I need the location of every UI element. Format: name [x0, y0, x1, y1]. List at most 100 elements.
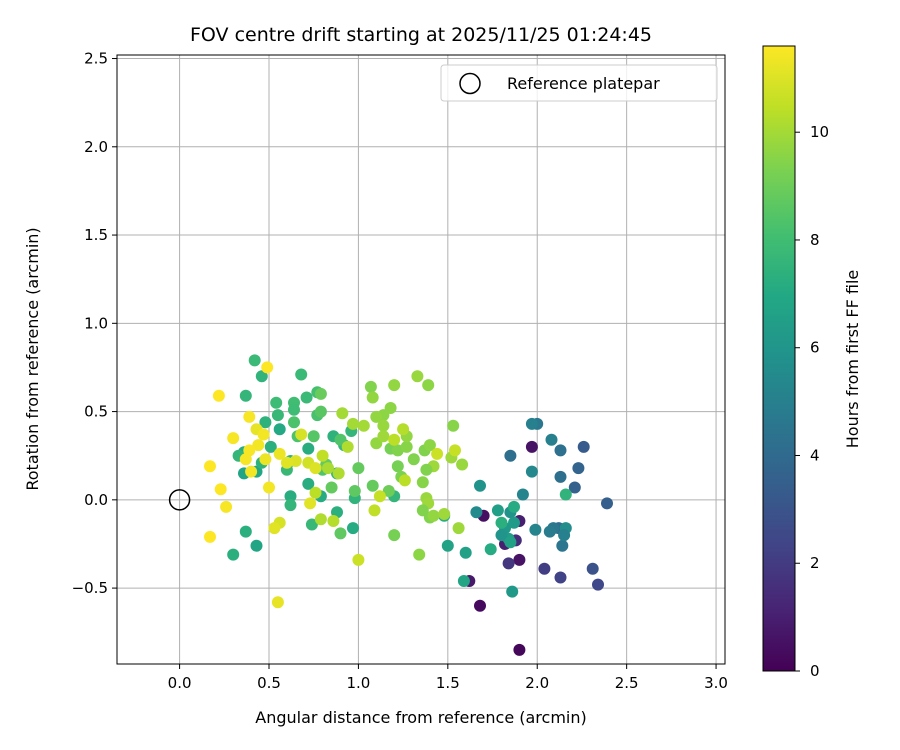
data-point	[556, 539, 569, 552]
data-point	[252, 439, 265, 452]
data-point	[400, 440, 413, 453]
data-point	[322, 462, 334, 475]
data-point	[304, 497, 317, 510]
data-point	[259, 453, 272, 466]
data-point	[491, 504, 504, 517]
data-point	[352, 462, 365, 475]
data-point	[504, 536, 517, 549]
data-point	[504, 449, 517, 462]
data-point	[388, 379, 401, 392]
data-point	[352, 553, 365, 566]
x-tick-label: 3.0	[704, 674, 728, 692]
data-point	[543, 525, 556, 538]
data-point	[516, 488, 529, 501]
data-point	[366, 391, 379, 404]
data-point	[250, 539, 263, 552]
data-point	[441, 539, 454, 552]
legend-marker-icon	[459, 72, 481, 95]
data-point	[422, 379, 435, 392]
data-point	[289, 455, 302, 467]
y-axis-ticks: −0.5 0.0 0.5 1.0 1.5 2.0 2.5	[72, 50, 117, 597]
plot-frame	[116, 54, 726, 665]
data-point	[295, 428, 308, 441]
x-axis-label: Angular distance from reference (arcmin)	[255, 708, 586, 727]
data-point	[314, 513, 327, 526]
x-tick-label: 1.0	[346, 674, 370, 692]
data-point	[302, 442, 315, 455]
data-point	[495, 529, 508, 542]
colorbar-ticks: 0 2 4 6 8 10	[795, 123, 829, 680]
data-point	[245, 465, 258, 478]
data-point	[305, 518, 318, 531]
data-points	[204, 354, 613, 656]
data-point	[273, 423, 286, 436]
data-point	[508, 500, 520, 513]
data-point	[309, 486, 322, 499]
data-point	[377, 430, 390, 443]
legend: Reference platepar	[440, 64, 718, 102]
data-point	[572, 462, 585, 475]
data-point	[334, 527, 347, 540]
data-point	[554, 571, 567, 584]
data-point	[268, 522, 281, 535]
data-point	[438, 508, 451, 520]
colorbar-tick-label: 2	[810, 554, 820, 572]
grid-lines	[117, 55, 725, 664]
data-point	[280, 456, 293, 469]
colorbar-tick-label: 4	[810, 446, 820, 464]
data-point	[204, 460, 216, 473]
data-point	[368, 504, 381, 517]
data-point	[255, 370, 268, 383]
data-point	[347, 417, 359, 430]
data-point	[416, 476, 429, 489]
y-axis-label: Rotation from reference (arcmin)	[23, 227, 42, 490]
data-point	[243, 410, 256, 423]
data-point	[502, 557, 515, 570]
y-tick-label: 1.5	[84, 226, 108, 244]
data-point	[327, 515, 340, 527]
data-point	[391, 460, 404, 473]
data-point	[370, 410, 383, 423]
y-tick-label: 1.0	[84, 314, 108, 332]
data-point	[314, 387, 327, 400]
data-point	[452, 522, 465, 535]
data-point	[270, 396, 283, 409]
data-point	[284, 499, 297, 512]
data-point	[559, 488, 572, 501]
x-tick-label: 0.5	[257, 674, 281, 692]
data-point	[529, 523, 542, 536]
x-tick-label: 0.0	[168, 674, 192, 692]
data-point	[239, 389, 252, 402]
x-tick-label: 1.5	[436, 674, 460, 692]
data-point	[239, 453, 252, 466]
data-point	[373, 490, 386, 503]
data-point	[259, 416, 272, 429]
data-point	[314, 405, 327, 418]
data-point	[357, 419, 370, 432]
colorbar-tick-label: 6	[810, 339, 820, 357]
y-tick-label: −0.5	[72, 579, 108, 597]
x-tick-label: 2.0	[525, 674, 549, 692]
x-tick-label: 2.5	[615, 674, 639, 692]
data-point	[459, 546, 472, 559]
data-point	[449, 444, 461, 457]
data-point	[470, 506, 483, 519]
data-point	[388, 529, 401, 542]
data-point	[586, 562, 599, 575]
data-point	[316, 449, 329, 462]
data-point	[420, 463, 433, 476]
data-point	[474, 599, 486, 612]
data-point	[525, 417, 538, 430]
data-point	[332, 467, 345, 480]
data-point	[495, 516, 508, 529]
data-point	[248, 354, 261, 367]
data-point	[307, 430, 320, 443]
data-point	[382, 485, 395, 497]
data-point	[577, 440, 590, 453]
data-point	[264, 440, 277, 453]
colorbar-tick-label: 10	[810, 123, 829, 141]
data-point	[300, 391, 313, 404]
data-point	[513, 643, 526, 656]
colorbar-label: Hours from first FF file	[843, 270, 862, 449]
